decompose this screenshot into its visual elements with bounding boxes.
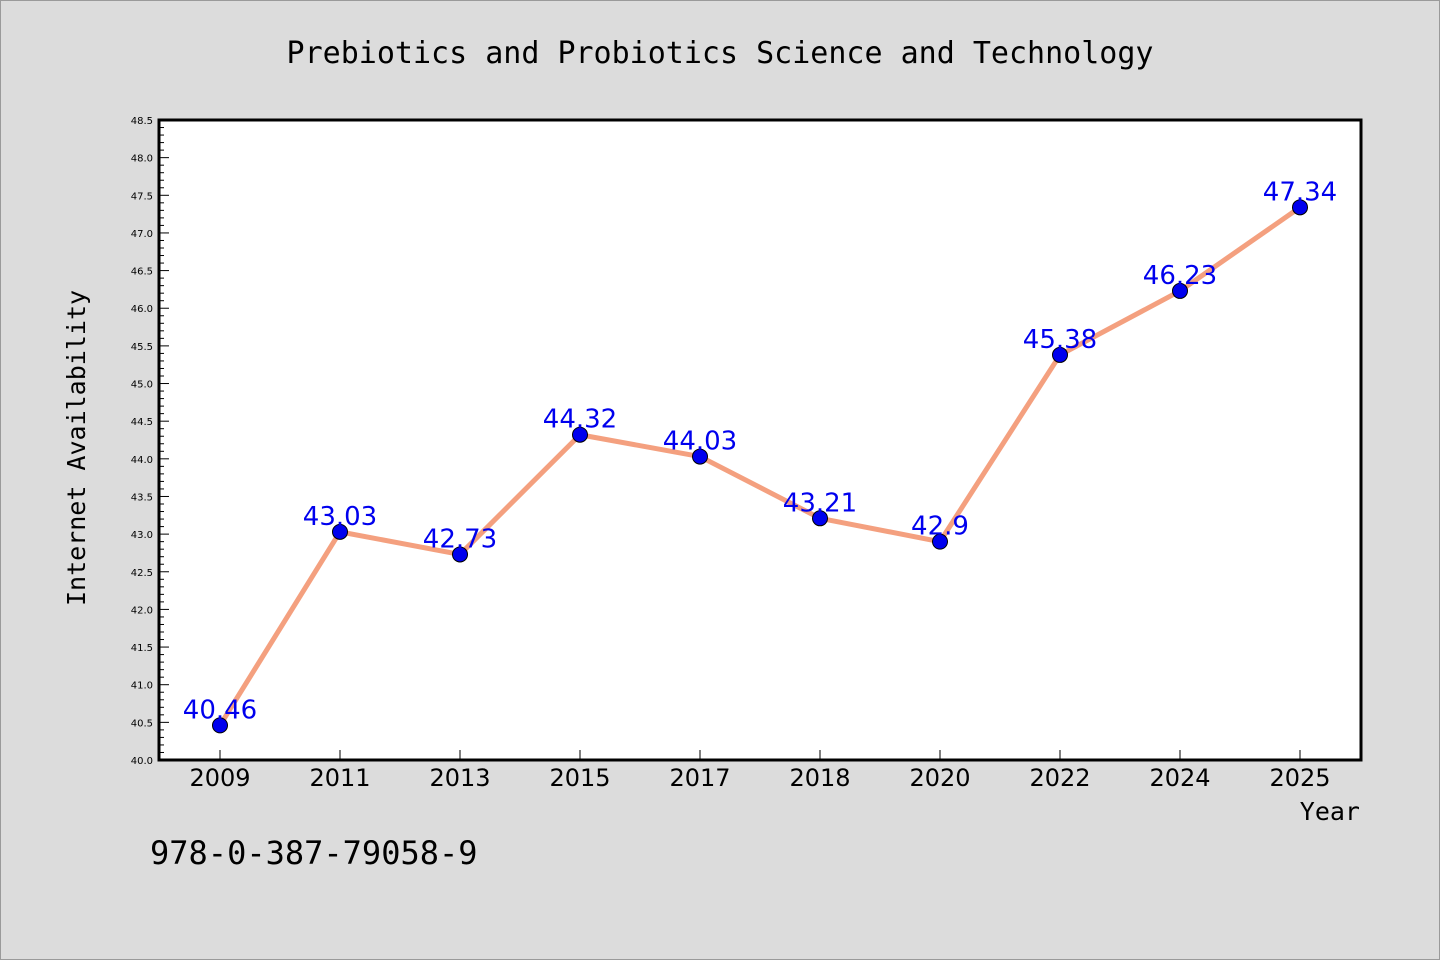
x-tick-label: 2013 [429, 764, 490, 792]
y-tick-label: 44.0 [131, 455, 153, 466]
data-label: 45.38 [1023, 325, 1097, 355]
x-tick-label: 2020 [909, 764, 970, 792]
series-line [217, 204, 1303, 728]
y-tick-label: 45.5 [131, 342, 153, 353]
data-labels: 40.46 43.03 42.73 44.32 44.03 43.21 42.9 45.38 4… [183, 177, 1337, 725]
y-axis: 40.0 40.5 41.0 41.5 42.0 42.5 43.0 43.5 44.0 44.5… [131, 116, 169, 767]
y-tick-label: 43.0 [131, 530, 153, 541]
y-tick-label: 46.5 [131, 267, 153, 278]
data-point [692, 448, 708, 465]
x-axis-label: Year [1300, 797, 1360, 826]
y-tick-label: 41.0 [131, 681, 153, 692]
series-line-group [217, 204, 1303, 728]
y-axis-label: Internet Availability [62, 290, 91, 606]
data-points [212, 199, 1308, 734]
y-tick-label: 41.5 [131, 643, 153, 654]
data-point [1292, 199, 1308, 216]
data-label: 47.34 [1263, 177, 1337, 207]
data-label: 42.73 [423, 524, 497, 554]
x-axis: 2009 2011 2013 2015 2017 2018 2020 2022 2024 2025 [189, 750, 1331, 792]
data-label: 43.03 [303, 502, 377, 532]
data-point [812, 510, 828, 527]
data-point [212, 717, 228, 734]
y-tick-label: 46.0 [131, 304, 153, 315]
y-tick-label: 43.5 [131, 492, 153, 503]
data-label: 46.23 [1143, 261, 1217, 291]
y-tick-label: 47.0 [131, 229, 153, 240]
y-tick-label: 44.5 [131, 417, 153, 428]
data-point [572, 426, 588, 443]
x-tick-label: 2009 [189, 764, 250, 792]
y-tick-label: 48.5 [131, 116, 153, 127]
footer-isbn: 978-0-387-79058-9 [150, 834, 478, 872]
y-tick-label: 40.5 [131, 718, 153, 729]
data-point [1052, 346, 1068, 363]
data-point [332, 523, 348, 540]
y-tick-label: 47.5 [131, 191, 153, 202]
data-point [932, 533, 948, 550]
x-tick-label: 2017 [669, 764, 730, 792]
chart-title: Prebiotics and Probiotics Science and Te… [287, 36, 1154, 71]
data-point [1172, 282, 1188, 299]
x-tick-label: 2022 [1029, 764, 1090, 792]
x-tick-label: 2024 [1149, 764, 1210, 792]
data-point [452, 546, 468, 563]
plot-area [157, 118, 1363, 762]
y-tick-label: 42.0 [131, 605, 153, 616]
x-tick-label: 2011 [309, 764, 370, 792]
data-label: 42.9 [911, 512, 969, 542]
y-tick-label: 40.0 [131, 756, 153, 767]
x-tick-label: 2015 [549, 764, 610, 792]
data-label: 44.32 [543, 405, 617, 435]
y-tick-label: 48.0 [131, 154, 153, 165]
data-label: 40.46 [183, 695, 257, 725]
y-tick-label: 42.5 [131, 568, 153, 579]
x-tick-label: 2025 [1269, 764, 1330, 792]
y-tick-label: 45.0 [131, 380, 153, 391]
data-label: 44.03 [663, 427, 737, 457]
x-tick-label: 2018 [789, 764, 850, 792]
data-label: 43.21 [783, 488, 857, 518]
